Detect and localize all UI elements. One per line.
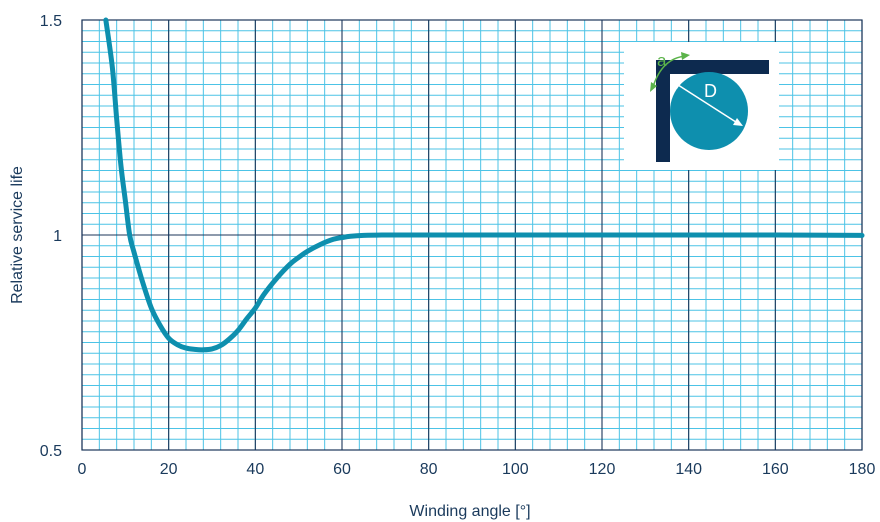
x-tick-label: 140: [675, 461, 702, 478]
inset-diameter-line: [674, 82, 740, 125]
inset-label-a: a: [657, 51, 667, 70]
inset-frame-left: [656, 60, 670, 162]
y-tick-label: 0.5: [40, 443, 62, 460]
inset-arrow-start: [671, 80, 681, 89]
x-tick-label: 60: [333, 461, 351, 478]
inset-frame-top: [656, 60, 769, 74]
inset-arc-arrow-start: [650, 82, 657, 92]
y-tick-labels: 0.5 1 1.5: [40, 13, 62, 460]
x-tick-label: 20: [160, 461, 178, 478]
inset-diagram: aD: [624, 42, 779, 170]
inset-arc-arrow-end: [681, 52, 690, 60]
x-tick-labels: 0 20 40 60 80 100 120 140 160 180: [78, 461, 876, 478]
x-tick-label: 0: [78, 461, 87, 478]
inset-arrow-end: [733, 118, 743, 126]
series-layer: [103, 17, 865, 353]
x-tick-label: 160: [762, 461, 789, 478]
x-tick-label: 100: [502, 461, 529, 478]
x-axis-title: Winding angle [°]: [409, 503, 530, 520]
series-line-0: [103, 17, 865, 353]
inset-label-d: D: [704, 81, 717, 101]
x-tick-label: 120: [589, 461, 616, 478]
x-tick-label: 40: [246, 461, 264, 478]
y-axis-title: Relative service life: [9, 166, 26, 304]
x-tick-label: 80: [420, 461, 438, 478]
y-tick-label: 1: [53, 228, 62, 245]
y-tick-label: 1.5: [40, 13, 62, 30]
x-tick-label: 180: [849, 461, 876, 478]
